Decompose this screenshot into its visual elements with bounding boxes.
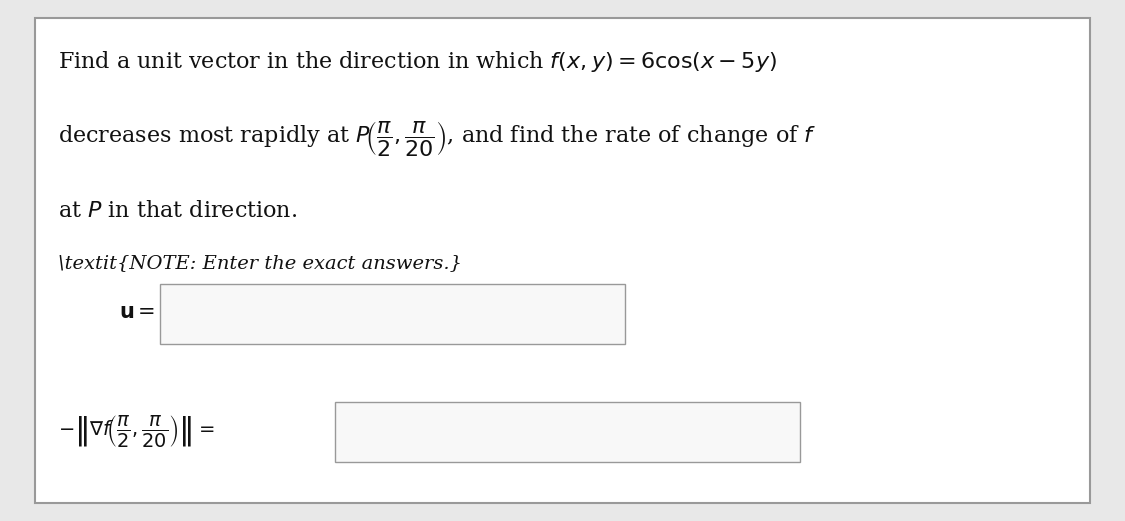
FancyBboxPatch shape	[335, 402, 800, 462]
FancyBboxPatch shape	[35, 18, 1090, 503]
Text: \textit{NOTE: Enter the exact answers.}: \textit{NOTE: Enter the exact answers.}	[58, 254, 462, 272]
FancyBboxPatch shape	[160, 284, 626, 344]
Text: Find a unit vector in the direction in which $f(x, y) = 6\cos(x - 5y)$: Find a unit vector in the direction in w…	[58, 48, 777, 73]
Text: $-\left\|\nabla f\!\left(\dfrac{\pi}{2}, \dfrac{\pi}{20}\right)\right\| =$: $-\left\|\nabla f\!\left(\dfrac{\pi}{2},…	[58, 413, 215, 449]
Text: decreases most rapidly at $P\!\left(\dfrac{\pi}{2}, \dfrac{\pi}{20}\right)$, and: decreases most rapidly at $P\!\left(\dfr…	[58, 119, 817, 158]
Text: at $P$ in that direction.: at $P$ in that direction.	[58, 200, 297, 222]
Text: $\mathbf{u} =$: $\mathbf{u} =$	[119, 304, 155, 322]
